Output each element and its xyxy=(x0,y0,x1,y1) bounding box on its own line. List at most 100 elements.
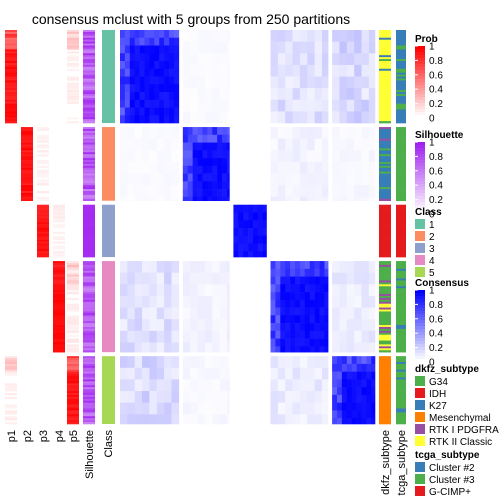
consensus-cell xyxy=(219,261,228,273)
tcga-subtype-cell xyxy=(396,375,406,378)
legend-gradient-swatch xyxy=(415,163,425,167)
legend-gradient-swatch xyxy=(415,100,425,104)
legend-swatch xyxy=(415,474,425,484)
consensus-cell xyxy=(226,173,230,182)
silhouette-cell xyxy=(83,394,95,398)
consensus-cell xyxy=(332,261,340,273)
consensus-cell xyxy=(368,161,376,174)
consensus-cell xyxy=(324,346,329,353)
tcga-subtype-cell xyxy=(396,301,406,304)
legend-gradient-swatch xyxy=(415,151,425,155)
consensus-cell xyxy=(120,115,126,124)
dkfz-subtype-cell xyxy=(379,330,391,334)
consensus-cell xyxy=(164,161,172,174)
silhouette-cell xyxy=(83,35,95,39)
prob-cell xyxy=(37,247,49,250)
consensus-cell xyxy=(277,138,286,151)
tcga-subtype-cell xyxy=(396,214,406,217)
prob-cell xyxy=(67,68,79,72)
legend-gradient-swatch xyxy=(415,335,425,339)
consensus-cell xyxy=(351,363,357,372)
silhouette-cell xyxy=(83,196,95,200)
consensus-cell xyxy=(292,138,301,151)
tcga-subtype-cell xyxy=(396,101,406,104)
prob-cell xyxy=(37,224,49,227)
prob-cell xyxy=(37,212,49,215)
consensus-cell xyxy=(120,319,128,332)
consensus-cell xyxy=(277,53,286,66)
prob-cell xyxy=(37,171,49,174)
consensus-cell xyxy=(142,356,150,369)
silhouette-cell xyxy=(83,272,95,275)
column-label: p3 xyxy=(38,430,50,442)
tcga-subtype-cell xyxy=(396,235,406,238)
consensus-cell xyxy=(299,323,306,332)
tcga-subtype-cell xyxy=(396,160,406,163)
prob-cell xyxy=(5,369,17,372)
prob-cell xyxy=(5,31,17,35)
consensus-cell xyxy=(182,319,191,332)
prob-cell xyxy=(53,284,65,287)
consensus-cell xyxy=(134,61,140,70)
consensus-cell xyxy=(361,53,370,66)
tcga-subtype-cell xyxy=(396,412,406,415)
consensus-cell xyxy=(134,330,143,343)
dkfz-subtype-cell xyxy=(379,70,391,73)
consensus-cell xyxy=(182,76,191,89)
consensus-cell xyxy=(202,142,208,151)
consensus-cell xyxy=(144,45,150,54)
tcga-subtype-cell xyxy=(396,288,406,291)
tcga-subtype-cell xyxy=(396,416,406,419)
dkfz-subtype-cell xyxy=(379,185,391,188)
consensus-cell xyxy=(299,268,306,277)
prob-cell xyxy=(21,140,33,143)
tcga-subtype-cell xyxy=(396,49,406,52)
consensus-cell xyxy=(192,127,198,136)
legend-gradient-swatch xyxy=(415,329,425,333)
prob-cell xyxy=(5,416,17,419)
consensus-cell xyxy=(134,356,143,369)
consensus-cell xyxy=(171,261,180,273)
consensus-cell xyxy=(277,30,286,42)
consensus-cell xyxy=(226,99,230,112)
consensus-cell xyxy=(204,272,213,285)
consensus-cell xyxy=(354,261,362,273)
consensus-cell xyxy=(321,173,329,186)
consensus-cell xyxy=(149,379,158,392)
consensus-cell xyxy=(292,379,301,392)
tcga-subtype-cell xyxy=(396,389,406,392)
consensus-cell xyxy=(309,261,315,270)
consensus-cell xyxy=(233,212,239,221)
dkfz-subtype-cell xyxy=(379,146,391,149)
tcga-subtype-cell xyxy=(396,134,406,138)
consensus-cell xyxy=(197,367,206,380)
dkfz-subtype-cell xyxy=(379,381,391,384)
prob-cell xyxy=(5,121,17,124)
consensus-cell xyxy=(332,150,340,163)
tcga-subtype-cell xyxy=(396,181,406,184)
silhouette-cell xyxy=(83,319,95,322)
consensus-cell xyxy=(361,150,370,163)
silhouette-cell xyxy=(83,95,95,99)
tcga-subtype-cell xyxy=(396,253,406,256)
legend-swatch xyxy=(415,231,425,241)
consensus-cell xyxy=(204,319,213,332)
consensus-cell xyxy=(321,356,329,369)
dkfz-subtype-cell xyxy=(379,305,391,308)
consensus-cell xyxy=(354,284,362,297)
consensus-cell xyxy=(285,284,291,293)
consensus-cell xyxy=(368,342,376,353)
consensus-cell xyxy=(187,142,193,151)
dkfz-subtype-cell xyxy=(379,191,391,194)
consensus-cell xyxy=(219,319,228,332)
silhouette-cell xyxy=(83,177,95,180)
prob-cell xyxy=(37,233,49,237)
dkfz-subtype-cell xyxy=(379,266,391,270)
consensus-cell xyxy=(368,127,376,139)
silhouette-cell xyxy=(83,414,95,417)
legend-gradient-swatch xyxy=(415,314,425,318)
silhouette-cell xyxy=(83,72,95,75)
tcga-subtype-cell xyxy=(396,64,406,68)
consensus-cell xyxy=(187,150,193,159)
consensus-cell xyxy=(339,272,348,285)
